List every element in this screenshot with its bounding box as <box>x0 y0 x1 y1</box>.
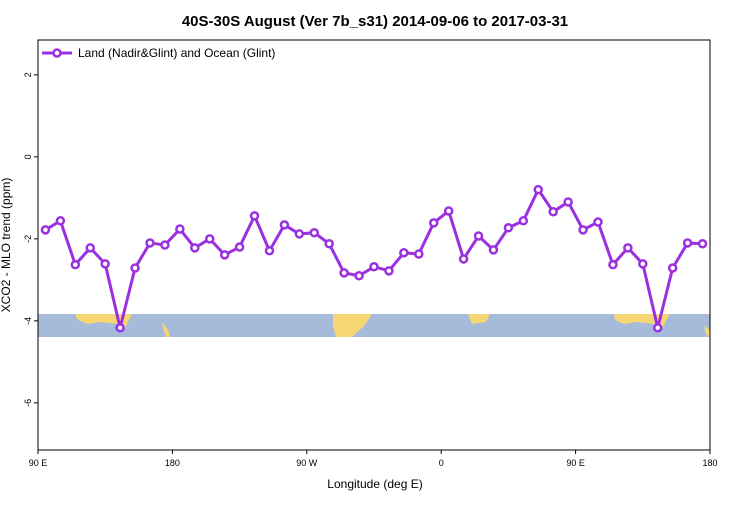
data-point <box>55 216 66 226</box>
data-point <box>488 245 499 255</box>
x-tick-label: 90 E <box>29 458 48 468</box>
data-point <box>697 239 708 249</box>
y-tick-label: 0 <box>23 154 33 159</box>
y-tick-label: -2 <box>23 235 33 243</box>
data-point <box>204 234 215 244</box>
data-point <box>369 261 379 272</box>
data-point <box>354 271 364 281</box>
data-point <box>533 184 544 195</box>
data-point <box>234 242 245 252</box>
data-point <box>219 250 230 260</box>
data-point <box>249 211 260 221</box>
data-point <box>578 225 588 235</box>
data-point <box>443 206 454 216</box>
data-point <box>190 243 200 253</box>
data-point <box>264 245 275 256</box>
x-tick-label: 180 <box>165 458 180 468</box>
data-point <box>667 263 678 273</box>
data-point <box>85 243 96 253</box>
chart-title: 40S-30S August (Ver 7b_s31) 2014-09-06 t… <box>182 13 568 30</box>
y-tick-label: 2 <box>23 72 33 77</box>
data-point <box>458 254 469 264</box>
data-point <box>563 197 573 207</box>
data-point <box>414 249 424 259</box>
data-point <box>473 231 484 241</box>
x-tick-label: 180 <box>702 458 717 468</box>
legend-marker <box>52 48 62 58</box>
data-point <box>428 218 439 228</box>
data-point <box>593 217 603 227</box>
data-point <box>100 259 110 269</box>
x-axis-label: Longitude (deg E) <box>327 477 422 491</box>
x-tick-label: 90 W <box>296 458 318 468</box>
legend-label: Land (Nadir&Glint) and Ocean (Glint) <box>78 46 275 60</box>
plot-frame <box>37 39 711 451</box>
data-point <box>294 229 305 239</box>
data-point <box>638 259 648 269</box>
data-point <box>309 227 320 238</box>
data-point <box>384 266 394 276</box>
map-strip <box>38 314 710 337</box>
data-point <box>548 207 558 217</box>
data-point <box>623 243 633 253</box>
x-tick-label: 90 E <box>566 458 585 468</box>
data-point <box>652 323 663 333</box>
data-point <box>339 268 349 278</box>
data-point <box>324 239 334 249</box>
data-point <box>160 240 170 250</box>
data-point <box>682 238 693 248</box>
y-axis-label: XCO2 - MLO trend (ppm) <box>0 178 13 313</box>
data-point <box>40 225 51 235</box>
x-tick-label: 0 <box>439 458 444 468</box>
data-point <box>70 259 81 270</box>
data-point <box>145 238 155 248</box>
data-point <box>503 223 514 233</box>
data-point <box>130 263 140 273</box>
data-point <box>518 216 529 226</box>
data-point <box>279 220 290 230</box>
data-line <box>44 186 703 329</box>
data-point <box>399 248 409 258</box>
y-tick-label: -6 <box>23 399 33 407</box>
data-point <box>608 259 618 270</box>
data-point <box>115 323 125 333</box>
data-point <box>175 224 185 234</box>
y-tick-label: -4 <box>23 317 33 325</box>
